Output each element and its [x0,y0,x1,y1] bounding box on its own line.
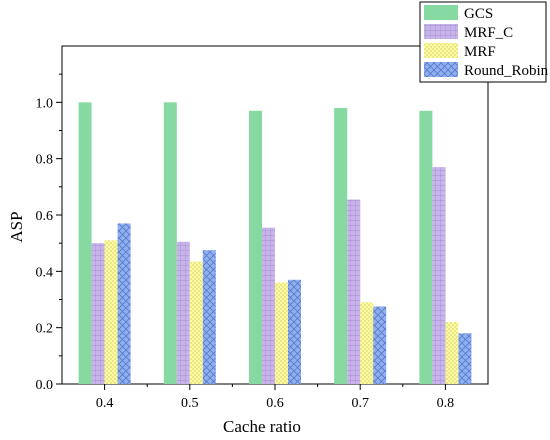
y-tick-label: 0.0 [36,378,54,393]
bar-mrf-c-0.6 [262,227,275,384]
y-tick-label: 0.2 [36,322,54,337]
bar-mrf-c-0.5 [176,241,190,384]
y-tick-label: 0.4 [36,265,54,280]
x-tick-label: 0.4 [96,396,114,411]
bar-round-robin-0.6 [288,279,301,384]
x-tick-label: 0.5 [181,396,199,411]
bar-mrf-c-0.7 [347,199,361,384]
bar-mrf-0.5 [189,261,203,384]
legend-label-gcs: GCS [464,6,493,22]
legend-swatch-gcs [424,5,458,20]
legend-swatch-mrf [424,43,458,58]
bar-mrf-0.8 [445,322,459,384]
y-tick-label: 1.0 [36,96,54,111]
x-tick-label: 0.7 [351,396,369,411]
bar-gcs-0.7 [334,107,348,384]
legend-label-round-robin: Round_Robin [464,63,549,79]
bar-mrf-c-0.4 [91,243,105,384]
y-tick-label: 0.8 [36,153,54,168]
legend-swatch-mrf-c [424,24,458,39]
bar-gcs-0.6 [249,110,262,385]
y-axis-title: ASP [7,211,26,242]
bar-round-robin-0.5 [202,250,216,384]
x-axis-title: Cache ratio [223,417,301,436]
bar-mrf-0.7 [360,302,374,384]
bars [78,102,472,385]
bar-round-robin-0.4 [117,223,131,384]
y-tick-label: 0.6 [36,209,54,224]
x-tick-label: 0.6 [266,396,284,411]
bar-gcs-0.4 [78,102,92,384]
legend-label-mrf-c: MRF_C [464,25,513,41]
legend-swatch-round-robin [424,62,458,77]
legend: GCS MRF_C MRF Round_Robin [419,1,549,83]
bar-mrf-0.6 [275,282,288,384]
bar-gcs-0.8 [419,110,433,385]
ticks: 0.0 0.2 0.4 0.6 0.8 1.0 0.4 0.5 0.6 0.7 0.8 [36,73,455,411]
bar-mrf-0.4 [104,240,118,384]
bar-round-robin-0.8 [458,333,472,384]
bar-round-robin-0.7 [373,306,387,384]
legend-label-mrf: MRF [464,44,496,60]
bar-gcs-0.5 [163,102,177,384]
x-tick-label: 0.8 [437,396,455,411]
bar-mrf-c-0.8 [432,167,446,384]
